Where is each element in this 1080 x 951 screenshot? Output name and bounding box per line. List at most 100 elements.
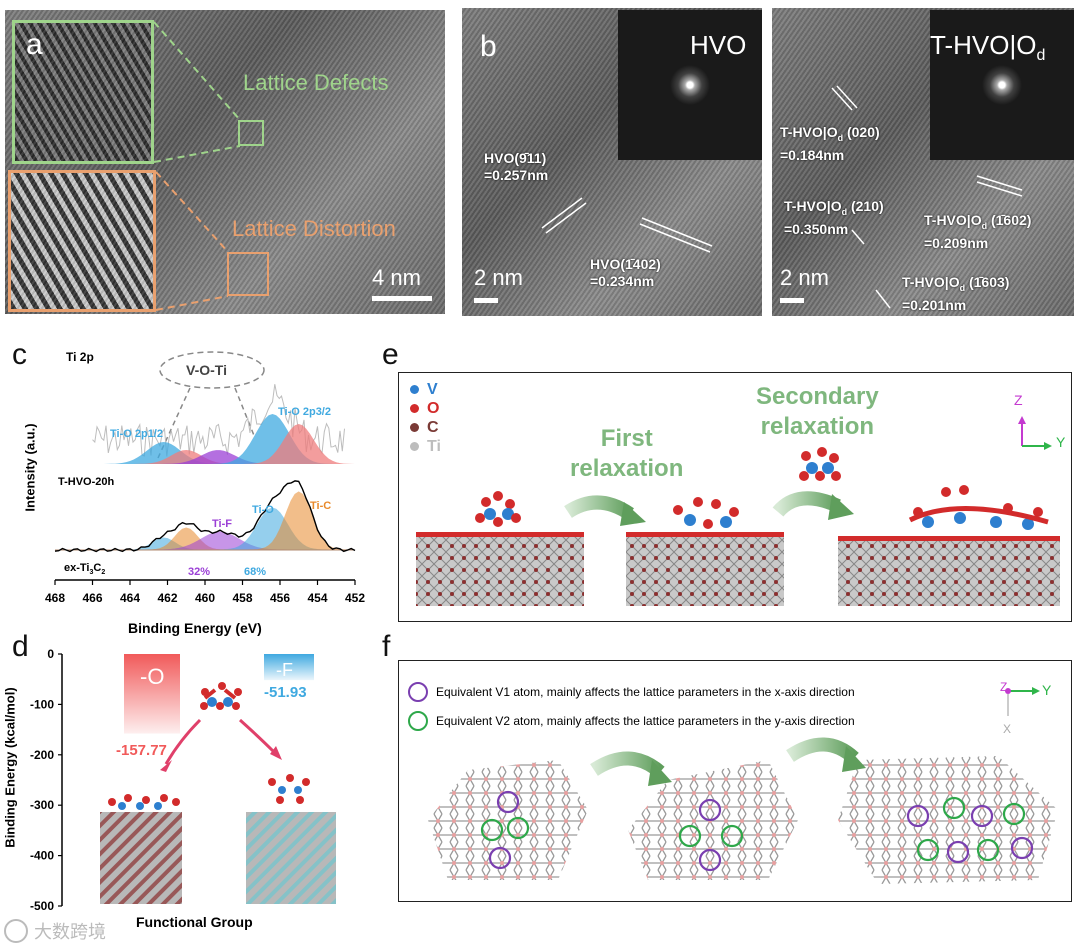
bar-y-tick-label: -300 — [30, 798, 54, 812]
xps-chart: 468 466 464 462 460 458 456 454 452 — [45, 351, 365, 605]
xps-x-tick-label: 456 — [270, 591, 290, 605]
legend-v1: Equivalent V1 atom, mainly affects the l… — [408, 682, 855, 702]
panel-a-guides — [153, 21, 269, 311]
peak-label-tio-2p12: Ti-O 2p1/2 — [110, 428, 163, 440]
molecule-3-floating — [799, 447, 841, 481]
t-hvo-title-sub: d — [1036, 47, 1046, 65]
equivalent-atom-circles — [480, 790, 1034, 872]
lattice-1 — [428, 760, 588, 880]
pct-o: 68% — [244, 566, 267, 578]
panel-f-axes — [1005, 687, 1040, 716]
bars — [124, 654, 314, 734]
equivalent-atom-circle — [698, 848, 722, 872]
molecule-2 — [673, 497, 739, 529]
panel-a-scale-label: 4 nm — [372, 265, 421, 290]
xps-x-tick-label: 452 — [345, 591, 365, 605]
molecule-1 — [475, 491, 521, 527]
t-hvo-plane-1603: T-HVO|Od (1̄603) =0.201nm — [902, 274, 1009, 314]
t-hvo-plane-020-sub: d — [837, 132, 844, 143]
panel-b-left-scale-label: 2 nm — [474, 265, 523, 290]
legend-item-v: V — [410, 380, 441, 399]
bar-y-ticks: 0 -100 -200 -300 -400 -500 — [30, 647, 62, 913]
xps-x-tick-label: 468 — [45, 591, 65, 605]
panel-a-scale-bar — [372, 296, 432, 301]
top-sample-label: T-HVO-20h — [58, 476, 115, 488]
panel-f-axis-z: Z — [1000, 680, 1008, 694]
lattice-3 — [838, 756, 1058, 884]
watermark-logo-icon — [4, 919, 28, 943]
peak-label-tio: Ti-O — [252, 504, 274, 516]
bottom-sample-a: ex-Ti — [64, 562, 90, 574]
panel-b-right-lattice-lines — [831, 85, 1023, 309]
bar--O — [124, 654, 180, 734]
panel-b-right-scale-label: 2 nm — [780, 265, 829, 290]
bar-value-f: -51.93 — [264, 684, 307, 701]
vo-molecule — [200, 682, 242, 710]
bottom-sample-sub1: 3 — [89, 569, 94, 577]
ti2p-subtitle: Ti 2p — [66, 350, 94, 364]
lattice-distortion-label: Lattice Distortion — [232, 216, 396, 241]
slab-f-structure — [246, 774, 336, 904]
bar--F — [264, 654, 314, 681]
t-hvo-plane-1602-a: T-HVO|O — [924, 212, 982, 228]
panel-e-letter: e — [382, 338, 399, 371]
xps-x-tick-label: 454 — [307, 591, 327, 605]
bar-xlabel: Functional Group — [136, 914, 253, 930]
bar-y-tick-label: -500 — [30, 899, 54, 913]
bar-y-tick-label: -200 — [30, 748, 54, 762]
peak-label-tif: Ti-F — [212, 518, 232, 530]
v1-circle-icon — [408, 682, 428, 702]
panel-e-structures — [416, 416, 1060, 606]
bottom-spectrum — [54, 480, 356, 553]
peak-label-tic: Ti-C — [310, 500, 332, 512]
equivalent-atom-circle — [1010, 836, 1034, 860]
bottom-sample-c: C — [93, 562, 102, 574]
equivalent-atom-circle — [496, 790, 520, 814]
xps-ylabel: Intensity (a.u.) — [22, 423, 38, 512]
watermark-text: 大数跨境 — [34, 922, 106, 942]
legend-label: Ti — [427, 437, 441, 455]
atom-dot-icon — [410, 442, 419, 451]
legend-v2: Equivalent V2 atom, mainly affects the l… — [408, 711, 855, 731]
legend-label: O — [427, 399, 440, 417]
xps-x-tick-label: 466 — [82, 591, 102, 605]
t-hvo-plane-1602-sub: d — [981, 220, 988, 231]
slab-o-structure — [100, 794, 182, 904]
arrow-to-o — [164, 718, 202, 765]
legend-item-c: C — [410, 418, 441, 437]
t-hvo-plane-1603-a: T-HVO|O — [902, 274, 960, 290]
secondary-relaxation-label: Secondary relaxation — [756, 383, 879, 440]
equivalent-atom-circle — [488, 846, 512, 870]
arrow-f-2 — [786, 737, 859, 764]
panel-f-structures — [428, 687, 1058, 884]
panel-c-letter: c — [12, 338, 27, 371]
equivalent-atom-circle — [916, 838, 940, 862]
bar-y-tick-label: 0 — [47, 647, 54, 661]
xps-x-tick-label: 460 — [195, 591, 215, 605]
t-hvo-plane-020: T-HVO|Od (020) =0.184nm — [780, 124, 880, 164]
pct-f: 32% — [188, 566, 211, 578]
t-hvo-plane-1603-sub: d — [959, 282, 966, 293]
legend-item-o: O — [410, 399, 441, 418]
legend-v2-text: Equivalent V2 atom, mainly affects the l… — [436, 714, 855, 728]
xps-x-tick-label: 462 — [157, 591, 177, 605]
arrow-to-f — [238, 718, 276, 754]
t-hvo-plane-1603-b: (1̄603) =0.201nm — [902, 274, 1010, 313]
v-o-ti-bubble — [159, 351, 265, 389]
bar-y-tick-label: -100 — [30, 697, 54, 711]
panel-b-right-fft — [930, 10, 1074, 160]
t-hvo-title-main: T-HVO|O — [930, 30, 1037, 60]
hvo-title: HVO — [690, 30, 747, 60]
lattice-defects-label: Lattice Defects — [243, 70, 389, 95]
t-hvo-plane-210-sub: d — [841, 206, 848, 217]
arrow-first — [564, 495, 634, 520]
bottom-sample-label: ex-Ti3C2 — [64, 562, 105, 576]
t-hvo-title: T-HVO|Od — [930, 30, 1045, 65]
xps-x-tick-label: 458 — [232, 591, 252, 605]
panel-f-letter: f — [382, 630, 391, 663]
t-hvo-plane-1602: T-HVO|Od (1̄602) =0.209nm — [924, 212, 1031, 252]
panel-f-box — [398, 660, 1072, 902]
binding-energy-chart: 0 -100 -200 -300 -400 -500 — [30, 647, 336, 913]
panel-e-axis-z: Z — [1014, 392, 1023, 408]
panel-f-axis-y: Y — [1042, 682, 1052, 698]
